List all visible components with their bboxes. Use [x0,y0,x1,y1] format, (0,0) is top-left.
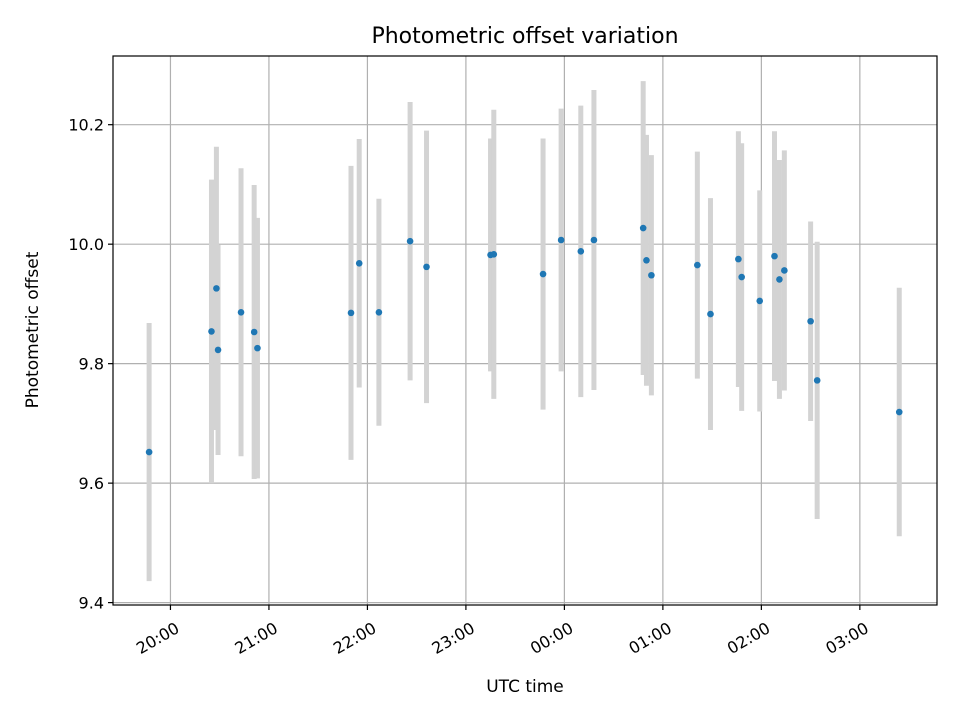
data-point [355,259,363,267]
data-point [707,310,714,318]
data-point [639,224,647,232]
data-point [490,251,498,258]
data-point [145,448,153,456]
y-axis-ticks: 9.4 9.6 9.8 10.0 10.2 [68,116,113,613]
data-point [214,346,222,354]
x-axis-label: UTC time [486,677,564,697]
data-point [375,308,383,316]
data-point [735,255,742,263]
data-point [648,271,655,279]
data-point [250,328,258,336]
data-point [738,273,745,281]
y-tick-label: 10.2 [68,116,104,135]
data-point [756,297,764,305]
data-point [237,308,245,316]
data-point [694,261,701,269]
data-point [539,270,547,278]
data-point [643,257,650,264]
data-point [557,236,565,244]
data-point [213,285,220,292]
data-points [145,224,903,456]
y-axis-label: Photometric offset [23,251,43,408]
data-point [208,328,215,335]
data-point [781,267,788,274]
data-point [776,276,783,283]
y-tick-label: 10.0 [68,235,104,254]
data-point [771,252,778,260]
plot-frame [112,55,938,606]
data-point [590,236,598,244]
grid [113,56,937,605]
data-point [577,248,585,255]
data-point [423,263,430,271]
data-point [813,377,821,384]
chart-title: Photometric offset variation [371,24,678,49]
data-point [254,344,261,352]
data-point [895,408,903,416]
y-tick-label: 9.4 [79,594,104,613]
data-point [807,317,814,325]
y-tick-label: 9.8 [79,355,104,374]
data-point [347,309,355,317]
y-tick-label: 9.6 [79,474,104,493]
data-point [406,237,414,245]
